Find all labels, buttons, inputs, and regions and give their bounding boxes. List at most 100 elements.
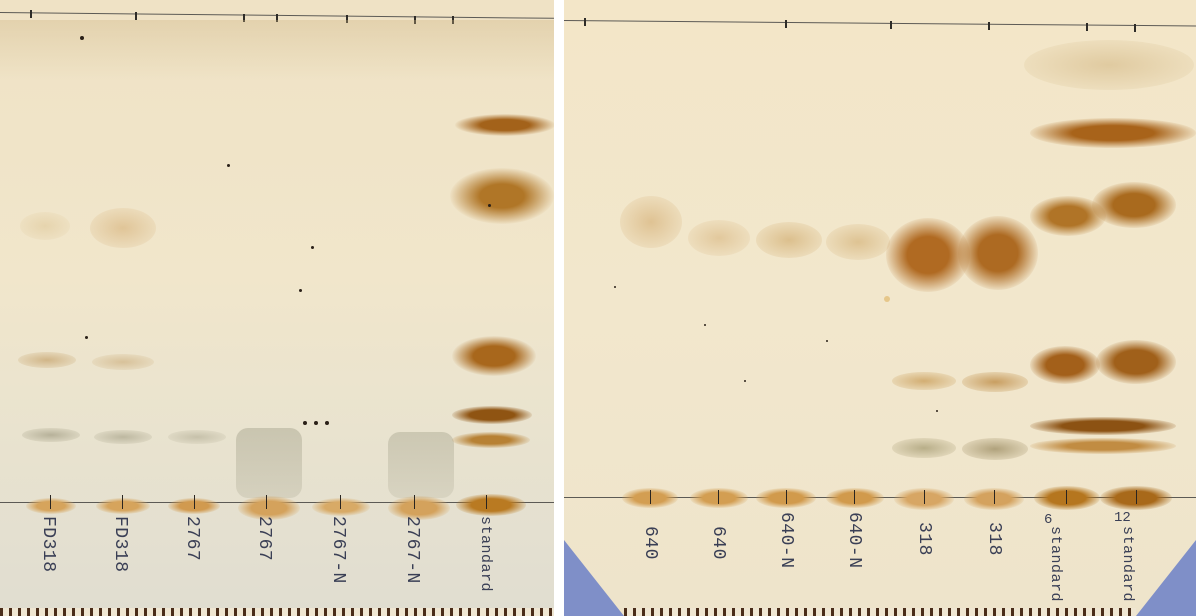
standard-band (455, 114, 554, 136)
lane-tick (243, 14, 245, 22)
lane-label: standard (1047, 526, 1064, 603)
lane-label: standard (1119, 526, 1136, 603)
origin-mark (266, 495, 267, 509)
lane-tick (346, 15, 348, 23)
grey-smear (388, 432, 454, 498)
origin-spot (238, 496, 300, 520)
lane-label: 2767-N (402, 516, 422, 584)
faint-spot (620, 196, 682, 248)
lane-tick (988, 22, 990, 30)
grey-smear (236, 428, 302, 498)
standard-band (452, 406, 532, 424)
lane-label: FD318 (110, 516, 130, 573)
lane-tick (452, 16, 454, 24)
speck (314, 421, 318, 425)
solvent-front-line (564, 20, 1196, 27)
lane-number: 12 (1114, 510, 1131, 526)
speck (744, 380, 746, 382)
origin-mark (854, 490, 855, 504)
grey-band (22, 428, 80, 442)
faint-spot (90, 208, 156, 248)
speck (85, 336, 88, 339)
standard-band (450, 168, 554, 224)
lane-label: 640 (708, 526, 728, 560)
lane-tick (584, 18, 586, 26)
faint-spot (688, 220, 750, 256)
lane-label: standard (477, 516, 494, 593)
lane-label: FD318 (38, 516, 58, 573)
origin-spot (26, 498, 76, 514)
background-corner (1136, 540, 1196, 616)
speck (884, 296, 890, 302)
plate-bottom-edge (624, 608, 1136, 616)
origin-spot (312, 498, 370, 516)
background-corner (564, 540, 624, 616)
speck (299, 289, 302, 292)
origin-mark (924, 490, 925, 504)
tlc-plate-left: FD318 FD318 2767 2767 2767-N 2767-N stan… (0, 0, 554, 616)
lane-label: 640-N (844, 512, 864, 569)
grey-band (94, 430, 152, 444)
origin-mark (718, 490, 719, 504)
grey-band (962, 438, 1028, 460)
lane-tick (1086, 23, 1088, 31)
origin-spot (690, 488, 748, 508)
standard-band (1030, 417, 1176, 435)
lane-label: 318 (984, 522, 1004, 556)
origin-spot (1034, 486, 1100, 510)
origin-mark (1136, 490, 1137, 504)
faint-spot (20, 212, 70, 240)
origin-mark (50, 495, 51, 509)
lane-label: 2767 (254, 516, 274, 562)
lane-tick (785, 20, 787, 28)
speck (826, 340, 828, 342)
image-divider (554, 0, 564, 616)
lane-label: 640 (640, 526, 660, 560)
origin-mark (994, 490, 995, 504)
lane-label: 2767-N (328, 516, 348, 584)
origin-mark (786, 490, 787, 504)
faint-spot (756, 222, 822, 258)
origin-spot (96, 498, 150, 514)
lane-number: 6 (1044, 512, 1053, 528)
lane-label: 640-N (776, 512, 796, 569)
faint-spot (826, 224, 890, 260)
top-haze (0, 20, 554, 80)
standard-band (1096, 340, 1176, 384)
lane-tick (1134, 24, 1136, 32)
speck (311, 246, 314, 249)
main-spot (958, 216, 1038, 290)
faint-spot (92, 354, 154, 370)
lane-label: 2767 (182, 516, 202, 562)
origin-mark (1066, 490, 1067, 504)
plate-bottom-edge (0, 608, 554, 616)
standard-band (452, 336, 536, 376)
speck (614, 286, 616, 288)
speck (80, 36, 84, 40)
minor-spot (892, 372, 956, 390)
speck (227, 164, 230, 167)
lane-tick (135, 12, 137, 20)
origin-spot (826, 488, 884, 508)
speck (488, 204, 491, 207)
top-haze (1024, 40, 1194, 90)
lane-tick (890, 21, 892, 29)
speck (303, 421, 307, 425)
origin-mark (650, 490, 651, 504)
lane-tick (276, 14, 278, 22)
main-spot (886, 218, 970, 292)
standard-band (1030, 118, 1196, 148)
origin-mark (194, 495, 195, 509)
faint-spot (18, 352, 76, 368)
grey-band (892, 438, 956, 458)
standard-band (452, 432, 530, 448)
speck (936, 410, 938, 412)
origin-spot (388, 496, 450, 520)
origin-mark (122, 495, 123, 509)
standard-band (1092, 182, 1176, 228)
lane-tick (30, 10, 32, 18)
origin-mark (340, 495, 341, 509)
lane-label: 318 (914, 522, 934, 556)
grey-band (168, 430, 226, 444)
origin-spot (456, 494, 526, 516)
